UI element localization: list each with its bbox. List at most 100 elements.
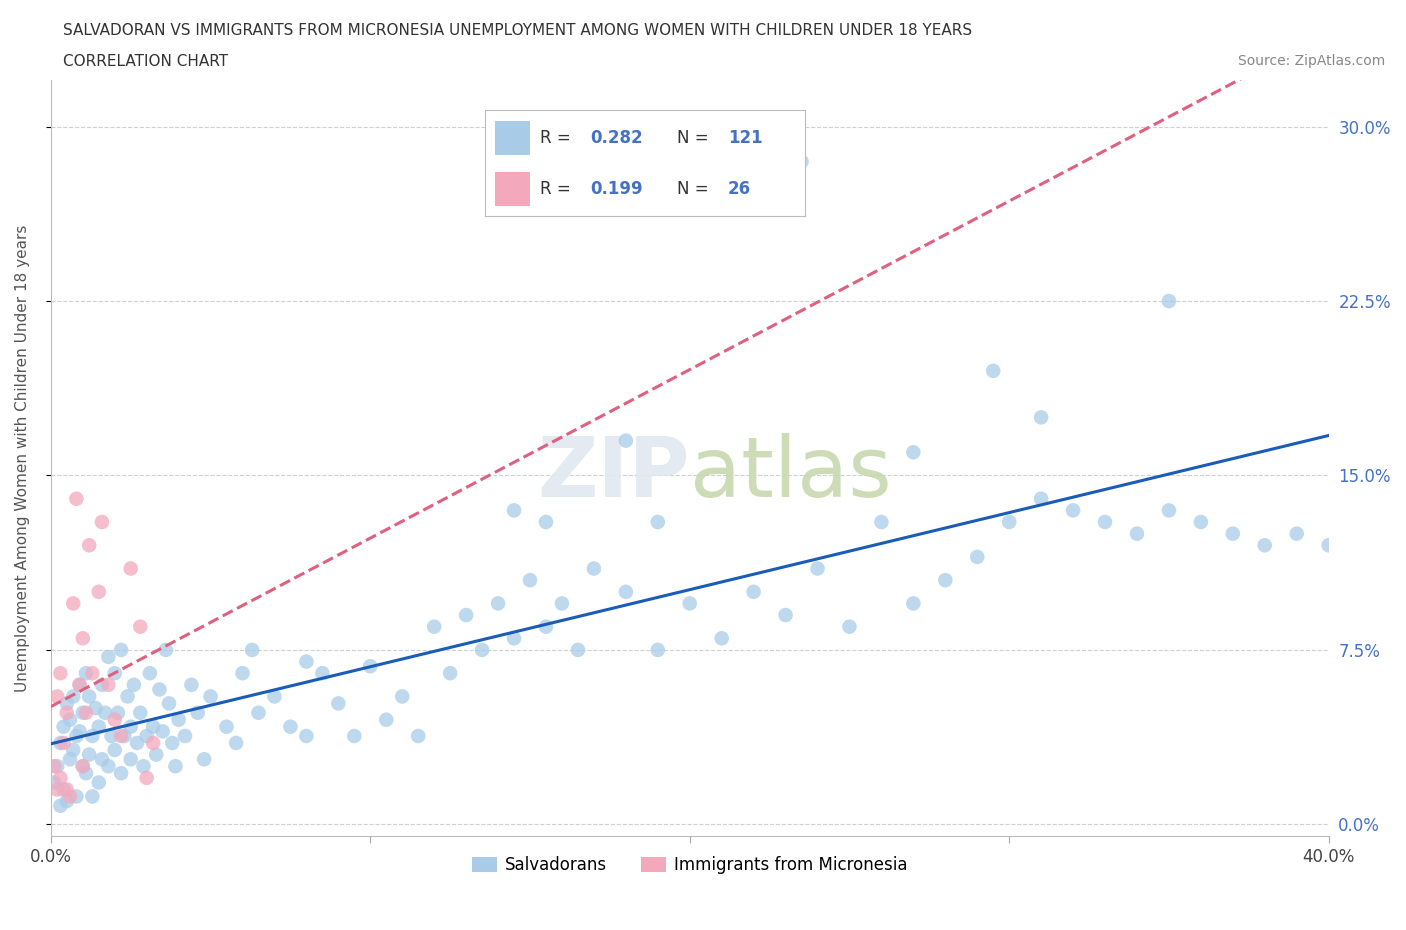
Point: [132, 759, 155, 774]
Point: [42, 775, 65, 790]
Point: [110, 728, 132, 743]
Point: [75, 765, 97, 780]
Point: [75, 705, 97, 720]
Point: [49, 798, 72, 813]
Point: [46, 782, 69, 797]
Point: [120, 751, 142, 766]
Point: [311, 666, 333, 681]
Point: [647, 643, 669, 658]
Point: [903, 596, 925, 611]
Point: [100, 728, 122, 743]
Point: [77, 689, 100, 704]
Point: [423, 619, 446, 634]
Point: [165, 759, 187, 774]
Point: [981, 364, 1004, 379]
Point: [1222, 526, 1244, 541]
Point: [56, 705, 79, 720]
Point: [966, 550, 988, 565]
Text: CORRELATION CHART: CORRELATION CHART: [63, 54, 228, 69]
Point: [225, 736, 247, 751]
Point: [614, 584, 637, 599]
Text: Source: ZipAtlas.com: Source: ZipAtlas.com: [1237, 54, 1385, 68]
Point: [1189, 514, 1212, 529]
Text: atlas: atlas: [690, 432, 891, 513]
Point: [742, 584, 765, 599]
Point: [456, 607, 478, 622]
Point: [72, 759, 94, 774]
Point: [107, 705, 129, 720]
Point: [870, 514, 893, 529]
Point: [104, 666, 127, 681]
Point: [148, 682, 170, 697]
Point: [806, 561, 828, 576]
Point: [174, 728, 197, 743]
Point: [503, 503, 526, 518]
Point: [69, 724, 91, 738]
Point: [117, 689, 139, 704]
Point: [52, 736, 75, 751]
Point: [75, 666, 97, 681]
Point: [263, 689, 285, 704]
Legend: Salvadorans, Immigrants from Micronesia: Salvadorans, Immigrants from Micronesia: [465, 849, 914, 881]
Point: [62, 742, 84, 757]
Point: [72, 759, 94, 774]
Point: [1062, 503, 1084, 518]
Point: [934, 573, 956, 588]
Point: [122, 677, 145, 692]
Point: [52, 782, 75, 797]
Point: [129, 619, 152, 634]
Point: [104, 742, 127, 757]
Point: [129, 705, 152, 720]
Point: [406, 728, 429, 743]
Text: SALVADORAN VS IMMIGRANTS FROM MICRONESIA UNEMPLOYMENT AMONG WOMEN WITH CHILDREN : SALVADORAN VS IMMIGRANTS FROM MICRONESIA…: [63, 23, 973, 38]
Point: [94, 705, 117, 720]
Point: [1094, 514, 1116, 529]
Point: [84, 700, 107, 715]
Point: [775, 607, 797, 622]
Point: [519, 573, 541, 588]
Point: [97, 759, 120, 774]
Point: [998, 514, 1021, 529]
Point: [200, 689, 222, 704]
Point: [69, 677, 91, 692]
Point: [120, 719, 142, 734]
Point: [1254, 538, 1277, 552]
Point: [110, 643, 132, 658]
Point: [65, 728, 87, 743]
Point: [135, 770, 157, 785]
Point: [56, 782, 79, 797]
Point: [343, 728, 366, 743]
Point: [91, 677, 114, 692]
Point: [59, 789, 82, 804]
Point: [1126, 526, 1149, 541]
Point: [87, 719, 110, 734]
Point: [49, 666, 72, 681]
Point: [486, 596, 509, 611]
Point: [42, 759, 65, 774]
Point: [91, 514, 114, 529]
Point: [193, 751, 215, 766]
Point: [127, 736, 149, 751]
Point: [180, 677, 202, 692]
Point: [152, 724, 174, 738]
Point: [82, 728, 104, 743]
Point: [97, 677, 120, 692]
Point: [1317, 538, 1340, 552]
Point: [112, 728, 135, 743]
Point: [135, 728, 157, 743]
Point: [59, 751, 82, 766]
Point: [110, 765, 132, 780]
Point: [142, 719, 165, 734]
Point: [647, 514, 669, 529]
Point: [72, 705, 94, 720]
Point: [1031, 491, 1053, 506]
Point: [59, 712, 82, 727]
Point: [240, 643, 263, 658]
Point: [295, 728, 318, 743]
Point: [1285, 526, 1308, 541]
Point: [82, 666, 104, 681]
Point: [49, 736, 72, 751]
Point: [104, 712, 127, 727]
Point: [167, 712, 190, 727]
Point: [120, 561, 142, 576]
